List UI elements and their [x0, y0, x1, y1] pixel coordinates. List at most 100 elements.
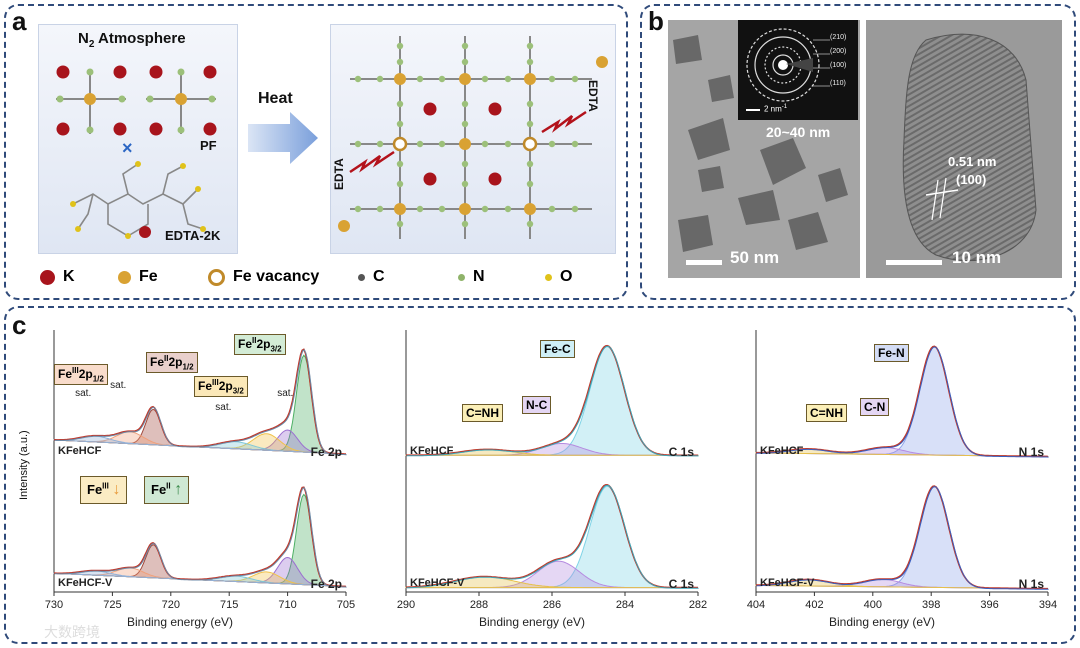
legend-item: N — [458, 268, 485, 286]
x-tick-label: 396 — [980, 599, 998, 611]
n-c-tag: N-C — [522, 396, 552, 414]
fit-component — [405, 346, 699, 456]
sample-label: KFeHCF — [760, 445, 804, 457]
fe2-increase-indicator: FeII ↑ — [144, 476, 190, 504]
down-arrow-icon: ↓ — [112, 481, 121, 498]
legend-marker-icon — [458, 273, 465, 281]
n-atom — [376, 140, 384, 148]
fe-atom — [459, 73, 471, 85]
n-atom — [548, 75, 556, 83]
n-atom — [461, 100, 469, 108]
legend-item: Fe — [118, 268, 158, 286]
x-tick-label: 715 — [220, 599, 238, 611]
watermark: 大数跨境 — [44, 624, 100, 640]
x-tick-label: 720 — [162, 599, 180, 611]
n-atom — [376, 75, 384, 83]
lattice-bonds — [350, 36, 592, 239]
c1s-plot: 290 288 286 284 282 Binding energy (eV) KFeHCF… — [397, 330, 707, 629]
satellite-label: sat. — [110, 380, 126, 391]
x-tick-label: 398 — [922, 599, 940, 611]
n-atom — [548, 140, 556, 148]
legend-marker-icon — [118, 270, 131, 284]
n-atom — [481, 140, 489, 148]
n-atom — [504, 205, 512, 213]
x-tick-label: 725 — [103, 599, 121, 611]
no-reaction-icon: × — [122, 138, 133, 158]
n-atom — [177, 68, 185, 76]
legend-label: Fe vacancy — [233, 268, 320, 285]
fit-sum-curve — [756, 486, 1049, 590]
n-atom — [504, 75, 512, 83]
c-n-tag: C-N — [860, 398, 890, 416]
x-axis-label: Binding energy (eV) — [127, 615, 233, 629]
edta-right-label: EDTA — [586, 80, 600, 112]
panel-a — [4, 4, 628, 300]
legend-marker-icon — [208, 268, 225, 286]
n-atom — [86, 68, 94, 76]
region-label: N 1s — [1019, 577, 1045, 591]
x-tick-label: 288 — [470, 599, 488, 611]
panel-b — [640, 4, 1076, 300]
k-ion — [56, 65, 70, 79]
n-atom — [526, 100, 534, 108]
precursor-scheme — [38, 24, 238, 254]
k-ion — [139, 226, 151, 238]
x-tick-label: 730 — [45, 599, 63, 611]
up-arrow-icon: ↑ — [174, 481, 183, 498]
atmosphere-title: N2 Atmosphere — [78, 30, 186, 50]
n-atom — [208, 95, 216, 103]
n-atom — [461, 42, 469, 50]
k-ion — [488, 172, 502, 186]
nanoparticles — [673, 35, 848, 252]
n-atom — [376, 205, 384, 213]
legend-label: Fe — [139, 268, 158, 285]
fit-sum-curve — [756, 346, 1049, 458]
n-atom — [177, 126, 185, 134]
n-atom — [354, 205, 362, 213]
n-atom — [118, 95, 126, 103]
legend-item: O — [545, 268, 572, 286]
legend-item: K — [40, 268, 75, 286]
x-tick-label: 710 — [278, 599, 296, 611]
sample-label: KFeHCF-V — [58, 577, 113, 589]
edta-link — [349, 150, 395, 174]
n-atom — [416, 205, 424, 213]
sample-label: KFeHCF-V — [410, 577, 465, 589]
fe3-2p12-tag: FeIII2p1/2 — [54, 364, 108, 386]
n-atom — [504, 140, 512, 148]
heat-arrow — [248, 112, 318, 164]
n1s-plot: 404 402 400 398 396 394 Binding energy (eV) KFe… — [747, 330, 1057, 629]
x-tick-label: 284 — [616, 599, 634, 611]
legend-marker-icon — [545, 273, 552, 281]
fe-c-tag: Fe-C — [540, 340, 575, 358]
n-atom — [416, 140, 424, 148]
product-scheme — [330, 24, 616, 254]
legend-item: Fe vacancy — [208, 268, 319, 286]
region-label: C 1s — [669, 577, 695, 591]
k-ion — [203, 122, 217, 136]
edta-molecule — [72, 163, 204, 237]
sample-label: KFeHCF-V — [760, 577, 815, 589]
ring-label: (110) — [830, 80, 846, 87]
pf-label: PF — [200, 138, 217, 153]
n-atom — [86, 126, 94, 134]
legend-label: N — [473, 268, 485, 285]
fit-sum-curve — [54, 349, 347, 456]
n-atom — [481, 205, 489, 213]
x-tick-label: 286 — [543, 599, 561, 611]
n-atom — [438, 140, 446, 148]
legend-item: C — [358, 268, 385, 286]
o-atom — [200, 226, 206, 232]
heat-label: Heat — [258, 90, 293, 107]
fe-atom — [175, 93, 187, 105]
saed-pattern — [746, 28, 830, 111]
fe-vacancy — [392, 136, 408, 152]
legend-marker-icon — [40, 269, 55, 285]
fe-atom — [394, 203, 406, 215]
n-atom — [396, 180, 404, 188]
n-atom — [354, 75, 362, 83]
sample-label: KFeHCF — [410, 445, 454, 457]
scale-bar-label: 10 nm — [952, 248, 1002, 267]
edta-link — [541, 110, 587, 134]
fe-atom — [338, 220, 350, 232]
